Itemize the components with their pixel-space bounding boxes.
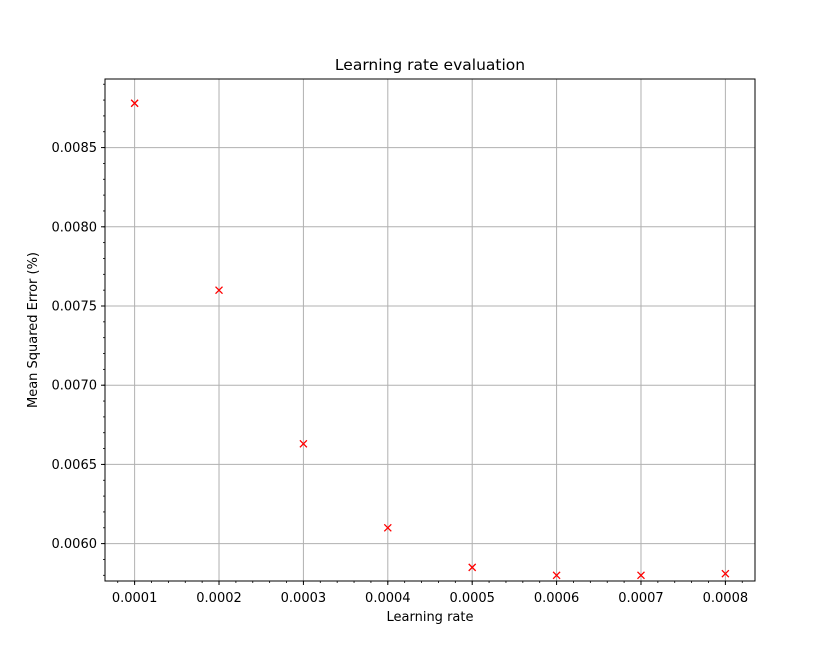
data-point bbox=[299, 439, 308, 448]
y-tick-label: 0.0060 bbox=[52, 537, 98, 552]
y-tick-label: 0.0070 bbox=[52, 379, 98, 394]
axes-frame bbox=[104, 78, 756, 582]
y-tick-label: 0.0065 bbox=[52, 458, 98, 473]
grid bbox=[105, 79, 755, 581]
y-tick-label: 0.0075 bbox=[52, 300, 98, 315]
data-point bbox=[552, 571, 561, 580]
y-axis-label: Mean Squared Error (%) bbox=[26, 252, 41, 408]
minor-ticks bbox=[103, 83, 743, 583]
data-point bbox=[721, 569, 730, 578]
y-tick-label: 0.0085 bbox=[52, 141, 98, 156]
chart-title: Learning rate evaluation bbox=[335, 56, 525, 74]
data-point bbox=[468, 563, 477, 572]
y-tick-label: 0.0080 bbox=[52, 220, 98, 235]
x-tick-label: 0.0001 bbox=[112, 591, 158, 606]
data-points bbox=[130, 99, 730, 580]
data-point bbox=[637, 571, 645, 580]
x-axis-label: Learning rate bbox=[387, 610, 474, 625]
data-point bbox=[383, 523, 392, 532]
axis-ticks: 0.0001 0.0002 0.0003 0.0004 0.0005 0.0006 0.00… bbox=[52, 141, 749, 606]
x-tick-label: 0.0006 bbox=[534, 591, 580, 606]
x-tick-label: 0.0002 bbox=[196, 591, 242, 606]
x-tick-label: 0.0004 bbox=[365, 591, 411, 606]
data-point bbox=[130, 99, 139, 108]
x-tick-label: 0.0005 bbox=[449, 591, 495, 606]
x-tick-label: 0.0008 bbox=[703, 591, 749, 606]
x-tick-label: 0.0003 bbox=[281, 591, 327, 606]
x-tick-label: 0.0007 bbox=[618, 591, 664, 606]
data-point bbox=[215, 286, 223, 295]
